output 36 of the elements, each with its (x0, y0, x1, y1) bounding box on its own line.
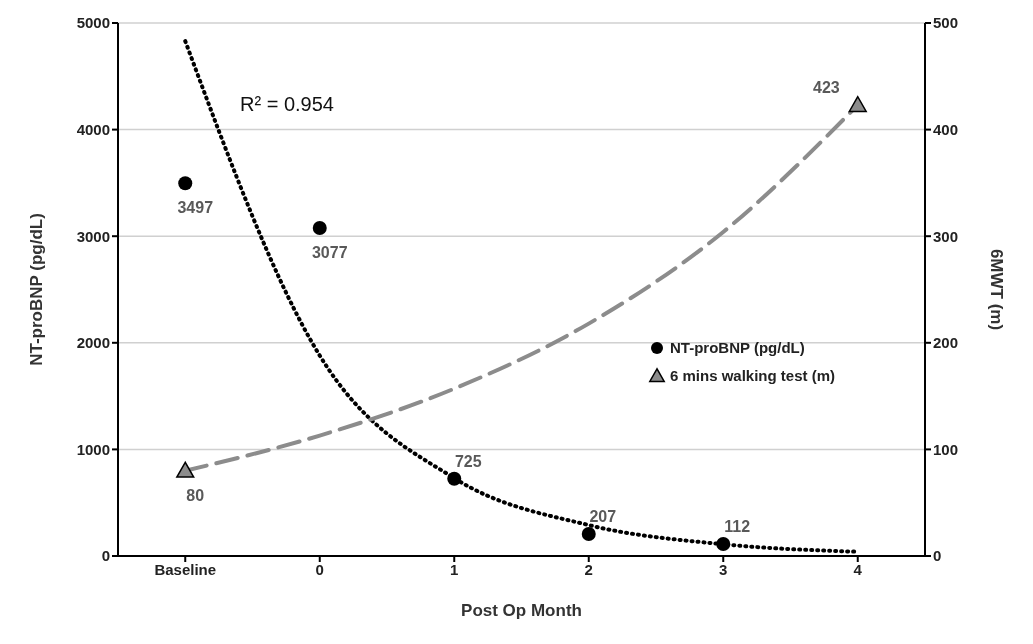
point (178, 176, 193, 191)
y-tick-label: 4000 (76, 120, 110, 138)
y-axis-title: NT-proBNP (pg/dL) (27, 213, 47, 366)
y2-tick-label: 400 (933, 120, 959, 138)
y2-tick-label: 0 (933, 547, 942, 565)
point (447, 471, 462, 486)
x-tick-label: 1 (450, 560, 459, 578)
x-tick-label: 4 (853, 560, 863, 578)
y-tick-label: 0 (101, 547, 110, 565)
data-label: 80 (186, 486, 205, 504)
data-label: 3497 (177, 199, 214, 217)
data-label: 112 (724, 518, 751, 536)
point (581, 526, 596, 541)
x-tick-label: Baseline (154, 560, 217, 578)
legend-label: 6 mins walking test (m) (670, 366, 836, 384)
y-tick-label: 2000 (76, 334, 110, 352)
y2-tick-label: 200 (933, 334, 959, 352)
y-tick-label: 1000 (76, 440, 110, 458)
y-tick-label: 3000 (76, 227, 110, 245)
x-tick-label: 3 (719, 560, 728, 578)
y-tick-label: 5000 (76, 14, 110, 32)
point (716, 537, 731, 552)
point (312, 220, 327, 235)
data-label: 725 (454, 452, 482, 470)
y2-tick-label: 500 (933, 14, 959, 32)
x-axis-title: Post Op Month (461, 601, 582, 620)
data-label: 207 (589, 507, 617, 525)
legend-label: NT-proBNP (pg/dL) (670, 338, 805, 356)
y2-tick-label: 300 (933, 227, 959, 245)
x-tick-label: 2 (584, 560, 593, 578)
data-label: 423 (813, 79, 840, 97)
data-label: 3077 (311, 243, 348, 261)
y2-tick-label: 100 (933, 440, 959, 458)
x-tick-label: 0 (315, 560, 324, 578)
y2-axis-title: 6MWT (m) (986, 248, 1006, 331)
annotation: R² = 0.954 (240, 93, 334, 115)
